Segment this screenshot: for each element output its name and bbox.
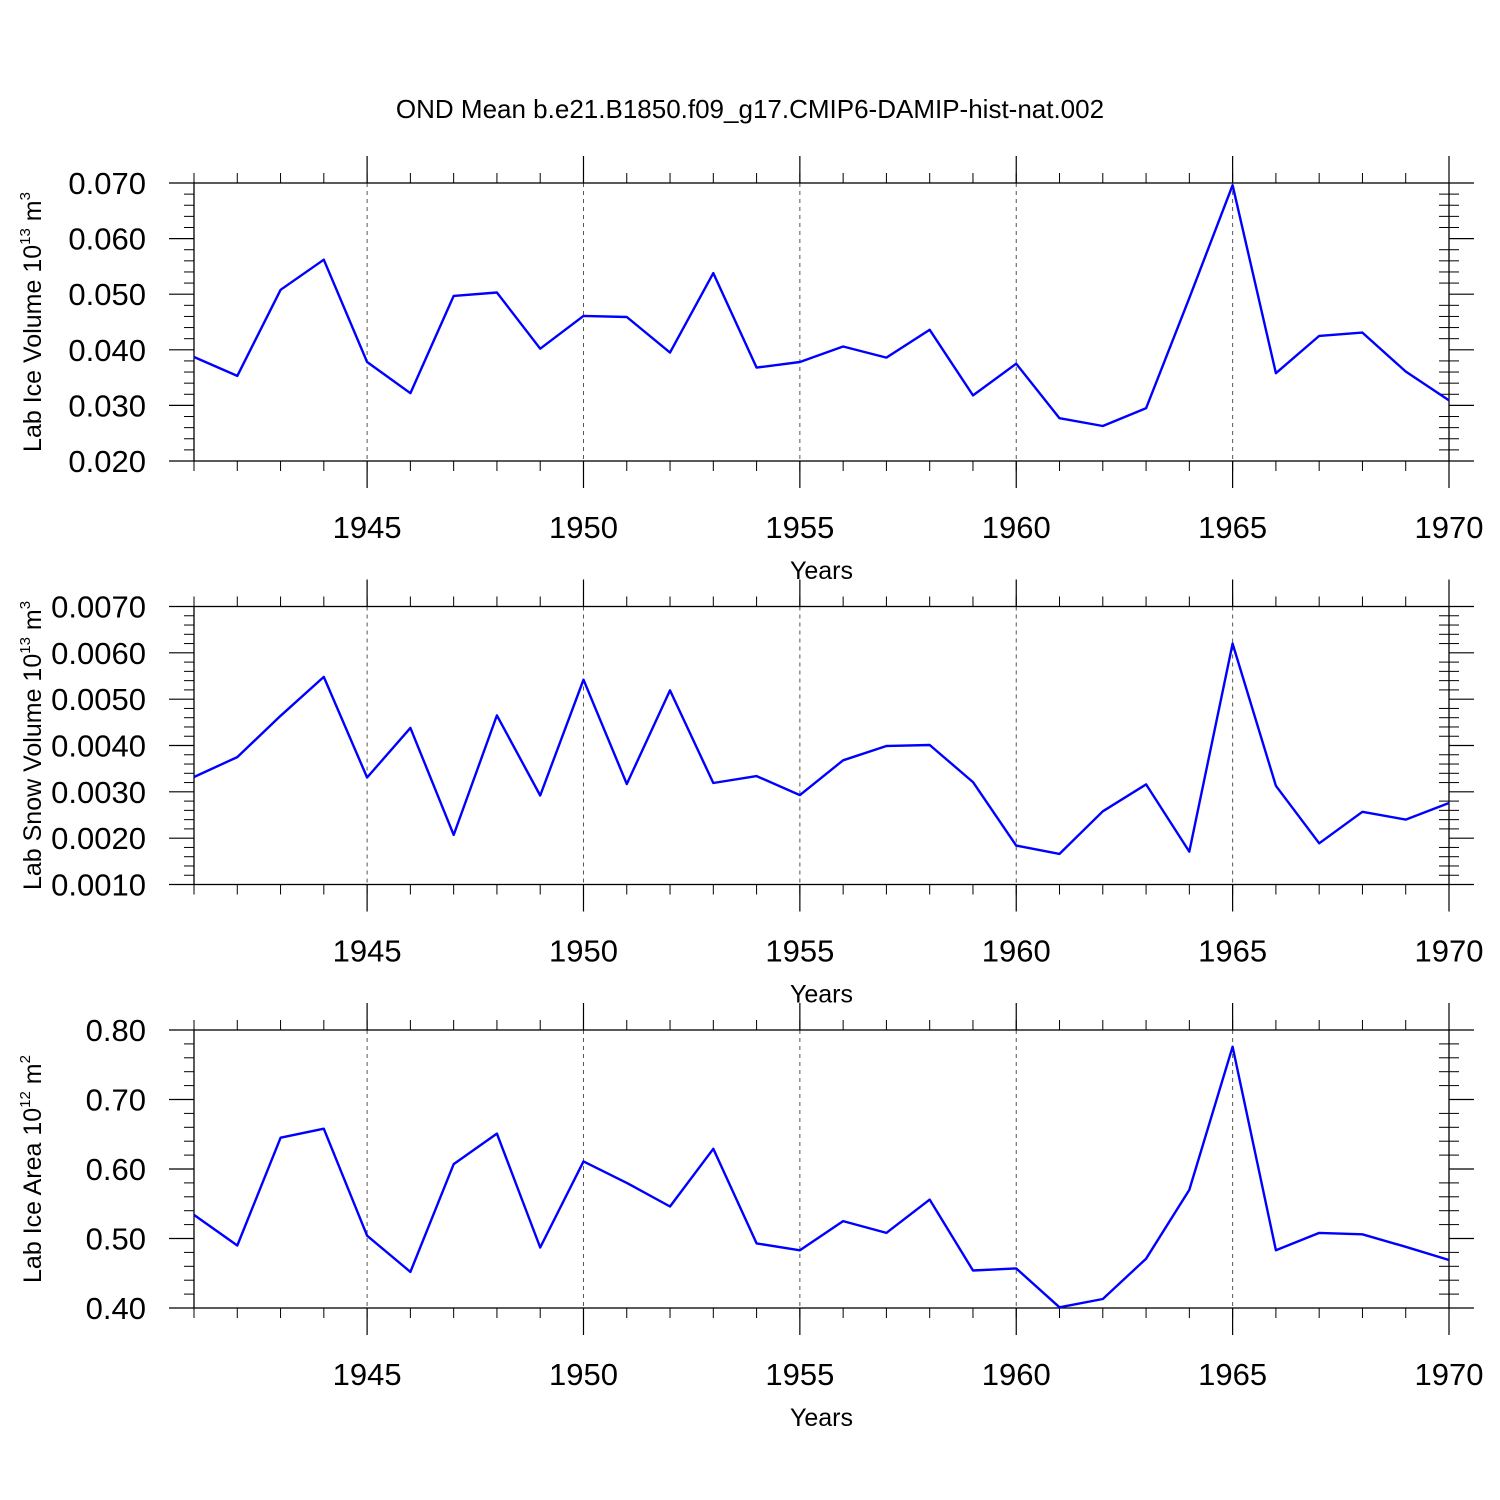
y-tick-label: 0.60 xyxy=(86,1152,146,1187)
y-tick-label: 0.060 xyxy=(68,222,146,257)
x-axis-label: Years xyxy=(790,1404,853,1432)
y-tick-label: 0.0060 xyxy=(51,636,146,671)
x-tick-label: 1965 xyxy=(1198,510,1267,545)
y-axis-label: Lab Ice Volume 1013 m3 xyxy=(17,192,47,452)
x-tick-label: 1970 xyxy=(1415,1357,1484,1392)
y-tick-label: 0.50 xyxy=(86,1222,146,1257)
y-tick-label: 0.070 xyxy=(68,166,146,201)
x-tick-label: 1960 xyxy=(982,510,1051,545)
y-tick-label: 0.050 xyxy=(68,277,146,312)
plot-frame xyxy=(193,1029,1450,1309)
y-axis-label: Lab Ice Area 1012 m2 xyxy=(17,1055,47,1283)
x-tick-label: 1945 xyxy=(333,1357,402,1392)
x-tick-label: 1945 xyxy=(333,510,402,545)
series-line xyxy=(193,183,1450,428)
x-tick-label: 1950 xyxy=(549,934,618,969)
series-line xyxy=(193,1045,1450,1309)
figure-title: OND Mean b.e21.B1850.f09_g17.CMIP6-DAMIP… xyxy=(396,94,1104,124)
x-tick-label: 1955 xyxy=(765,510,834,545)
panels: 1945 1950 1955 1960 1965 1970 0.020 0.030 0.040 0… xyxy=(17,156,1483,1432)
x-tick-label: 1955 xyxy=(765,934,834,969)
x-tick-label: 1945 xyxy=(333,934,402,969)
x-tick-label: 1965 xyxy=(1198,1357,1267,1392)
y-tick-label: 0.0030 xyxy=(51,775,146,810)
y-axis-label: Lab Snow Volume 1013 m3 xyxy=(17,601,47,890)
x-tick-label: 1960 xyxy=(982,934,1051,969)
panel-lab-ice-volume: 1945 1950 1955 1960 1965 1970 0.020 0.030 0.040 0… xyxy=(17,156,1483,585)
x-tick-label: 1970 xyxy=(1415,934,1484,969)
panel-lab-ice-area: 1945 1950 1955 1960 1965 1970 0.40 0.50 0.60 0.70… xyxy=(17,1003,1483,1432)
y-tick-label: 0.80 xyxy=(86,1013,146,1048)
x-tick-label: 1955 xyxy=(765,1357,834,1392)
x-axis-label: Years xyxy=(790,557,853,585)
y-tick-label: 0.70 xyxy=(86,1083,146,1118)
y-tick-label: 0.0050 xyxy=(51,682,146,717)
plot-frame xyxy=(193,182,1450,462)
y-tick-label: 0.0010 xyxy=(51,868,146,903)
y-tick-label: 0.030 xyxy=(68,388,146,423)
x-tick-label: 1960 xyxy=(982,1357,1051,1392)
x-tick-label: 1950 xyxy=(549,510,618,545)
y-tick-label: 0.0040 xyxy=(51,729,146,764)
x-tick-label: 1965 xyxy=(1198,934,1267,969)
y-tick-label: 0.40 xyxy=(86,1291,146,1326)
panel-lab-snow-volume: 1945 1950 1955 1960 1965 1970 0.0010 0.0020 0.00… xyxy=(17,579,1484,1009)
x-axis-label: Years xyxy=(790,981,853,1009)
plot-frame xyxy=(193,605,1450,886)
y-tick-label: 0.020 xyxy=(68,444,146,479)
y-tick-label: 0.0020 xyxy=(51,821,146,856)
x-tick-label: 1970 xyxy=(1415,510,1484,545)
y-tick-label: 0.040 xyxy=(68,333,146,368)
series-line xyxy=(193,642,1450,856)
x-tick-label: 1950 xyxy=(549,1357,618,1392)
y-tick-label: 0.0070 xyxy=(51,590,146,625)
